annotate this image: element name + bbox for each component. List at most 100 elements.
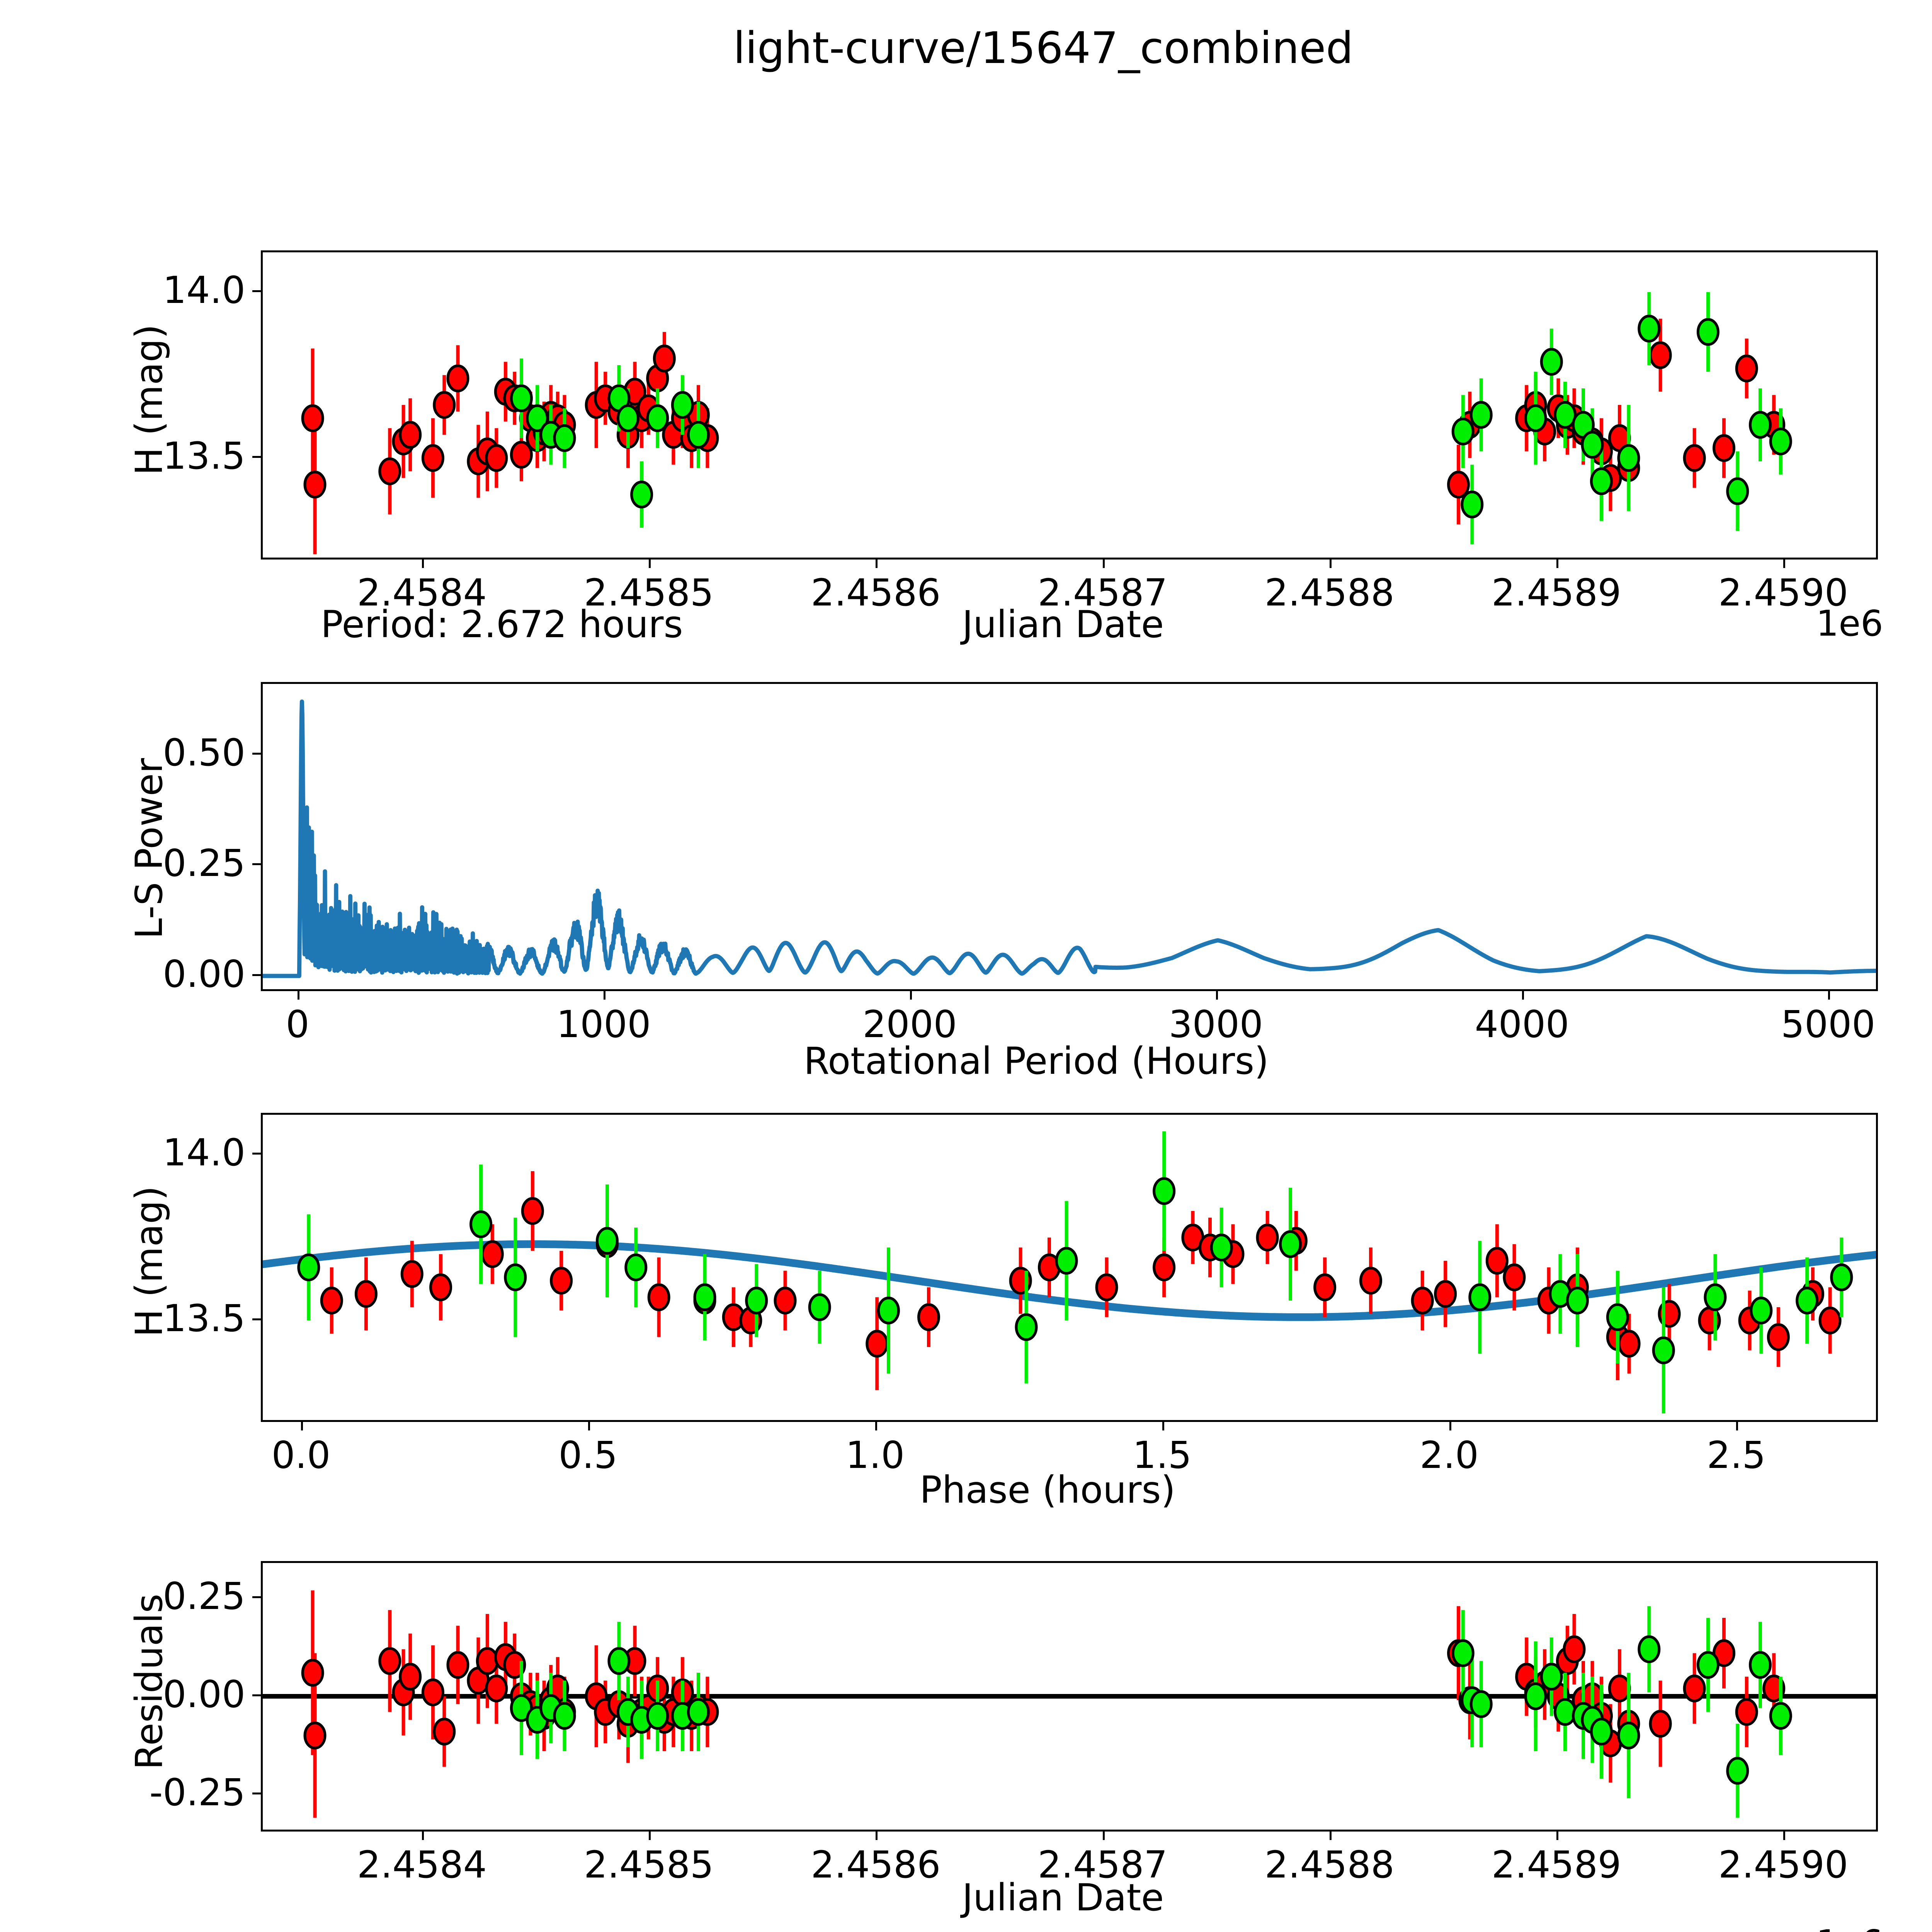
x-tick-label: 2.4586 [811, 1843, 941, 1886]
data-point [400, 1260, 423, 1288]
x-tick-label: 2000 [862, 1003, 957, 1046]
x-tick-label: 2.4586 [811, 571, 941, 614]
x-tick-label: 2.4588 [1264, 571, 1395, 614]
x-tick-label: 2.0 [1420, 1434, 1479, 1477]
x-tick-mark [1783, 560, 1786, 568]
phased-xlabel: Phase (hours) [920, 1468, 1175, 1512]
periodogram-curve [263, 699, 1876, 978]
data-point [1210, 1233, 1233, 1262]
data-point [1590, 467, 1613, 495]
data-point [1434, 1280, 1457, 1308]
data-point [1524, 1682, 1547, 1710]
x-tick-label: 2.4584 [357, 1843, 487, 1886]
data-point [521, 1197, 544, 1225]
series-green [510, 292, 1792, 544]
y-tick-label: 14.0 [163, 1131, 245, 1175]
y-tick-label: 0.25 [163, 842, 245, 885]
data-point [671, 391, 694, 419]
y-tick-label: -0.25 [149, 1770, 245, 1814]
data-point [399, 1663, 422, 1691]
x-tick-label: 2.4589 [1491, 571, 1621, 614]
y-tick-label: 0.00 [163, 1673, 245, 1716]
data-point [1608, 1674, 1631, 1702]
data-point [1617, 444, 1640, 472]
data-point [646, 1702, 669, 1730]
data-point [1617, 1721, 1640, 1750]
data-point [1749, 1651, 1772, 1679]
lightcurve-plot-area [301, 292, 1792, 554]
series-red [320, 1171, 1842, 1390]
data-point [1485, 1247, 1509, 1275]
data-point [1590, 1718, 1613, 1746]
data-point [1696, 1651, 1719, 1679]
x-tick-label: 2.4585 [584, 1843, 714, 1886]
data-point [1713, 434, 1736, 462]
y-tick-mark [252, 863, 261, 866]
x-tick-label: 4000 [1475, 1003, 1570, 1046]
data-point [607, 1647, 631, 1675]
x-tick-mark [1522, 991, 1524, 1000]
y-tick-mark [252, 1318, 261, 1321]
data-point [1652, 1336, 1675, 1364]
data-point [1696, 318, 1719, 346]
x-tick-mark [876, 560, 878, 568]
data-point [647, 1283, 670, 1311]
x-tick-label: 2.4590 [1718, 1843, 1849, 1886]
data-point [1451, 1639, 1475, 1667]
data-point [1469, 401, 1493, 429]
data-point [1606, 1303, 1629, 1331]
x-tick-mark [1162, 1422, 1164, 1430]
data-point [1279, 1230, 1302, 1258]
x-tick-label: 1000 [556, 1003, 651, 1046]
x-tick-mark [1216, 991, 1218, 1000]
x-tick-mark [604, 991, 606, 1000]
data-point [421, 444, 444, 472]
y-tick-mark [252, 290, 261, 293]
data-point [1554, 401, 1577, 429]
data-point [378, 1647, 401, 1675]
data-point [1469, 1690, 1493, 1718]
data-point [877, 1296, 900, 1325]
x-tick-label: 2.4587 [1037, 571, 1168, 614]
y-tick-mark [252, 974, 261, 976]
y-tick-mark [252, 1694, 261, 1696]
data-point [550, 1267, 573, 1295]
data-point [1638, 1635, 1661, 1663]
x-tick-label: 2.4589 [1491, 1843, 1621, 1886]
x-tick-mark [1828, 991, 1830, 1000]
residuals-plot-area [263, 1590, 1876, 1818]
x-tick-label: 0 [286, 1003, 310, 1046]
x-tick-label: 0.5 [558, 1434, 618, 1477]
x-tick-label: 1.0 [845, 1434, 905, 1477]
data-point [469, 1210, 493, 1238]
data-point [866, 1330, 889, 1358]
data-point [917, 1303, 940, 1331]
series-red [301, 318, 1786, 554]
y-tick-mark [252, 753, 261, 755]
data-point [510, 384, 533, 412]
data-point [421, 1678, 444, 1706]
y-tick-label: 14.0 [163, 269, 245, 312]
data-point [476, 1647, 499, 1675]
data-point [693, 1283, 716, 1311]
data-point [446, 364, 469, 393]
residuals-xlabel: Julian Date [962, 1876, 1164, 1919]
data-point [1554, 1698, 1577, 1726]
data-point [1735, 354, 1758, 383]
x-tick-mark [588, 1422, 590, 1430]
x-tick-label: 0.0 [271, 1434, 331, 1477]
data-point [1411, 1286, 1434, 1315]
data-point [1461, 490, 1484, 519]
data-point [1796, 1286, 1819, 1315]
x-tick-mark [1556, 1832, 1558, 1840]
data-point [1683, 1674, 1706, 1702]
data-point [378, 457, 401, 485]
x-tick-mark [1102, 1832, 1105, 1840]
data-point [429, 1273, 452, 1301]
x-tick-label: 2.4590 [1718, 571, 1849, 614]
x-tick-label: 2.4584 [357, 571, 487, 614]
data-point [774, 1286, 797, 1315]
x-tick-mark [1736, 1422, 1738, 1430]
data-point [1468, 1283, 1492, 1311]
x-tick-label: 3000 [1168, 1003, 1263, 1046]
